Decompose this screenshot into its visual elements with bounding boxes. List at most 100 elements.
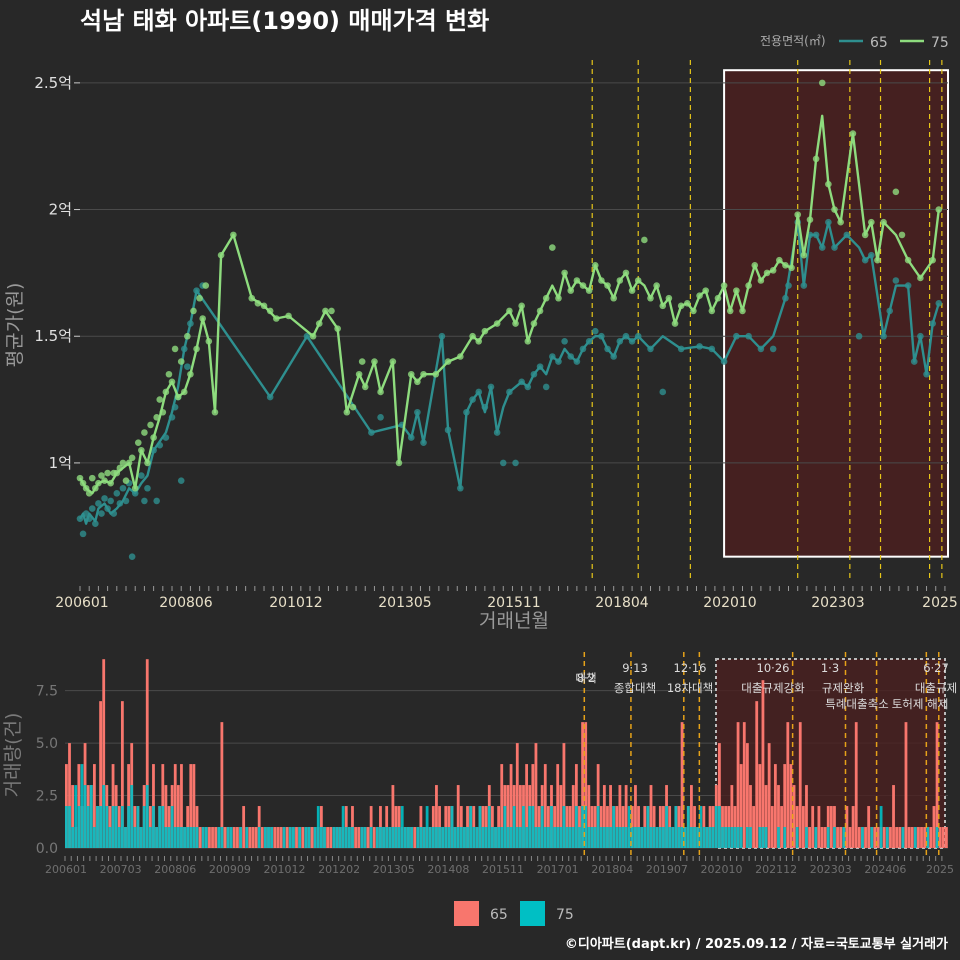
bar-75 — [531, 806, 535, 848]
legend-bar-label-65: 65 — [490, 907, 508, 923]
data-point-65 — [782, 294, 789, 302]
bar-65 — [882, 827, 886, 848]
data-point-65 — [104, 505, 111, 512]
bar-75 — [665, 806, 668, 848]
data-point-65 — [812, 231, 820, 239]
data-point-65 — [573, 358, 581, 365]
bar-65 — [618, 785, 622, 848]
bar-75 — [360, 827, 364, 848]
data-point-75 — [334, 325, 341, 332]
bar-75 — [652, 827, 656, 848]
bar-65 — [749, 785, 752, 848]
data-point-65 — [634, 332, 642, 340]
bar-75 — [714, 806, 718, 848]
bar-75 — [375, 827, 379, 848]
data-point-65 — [861, 256, 869, 264]
bar-75 — [148, 827, 152, 848]
data-point-75 — [196, 294, 203, 302]
bar-75 — [627, 806, 631, 848]
bar-65 — [180, 764, 183, 848]
data-point-75 — [134, 439, 142, 446]
data-point-65 — [892, 277, 900, 284]
bar-75 — [80, 764, 84, 848]
bar-65 — [214, 827, 218, 848]
data-point-75 — [79, 479, 87, 487]
bar-75 — [674, 806, 678, 848]
bar-75 — [749, 827, 752, 848]
bar-75 — [643, 827, 647, 848]
bar-75 — [164, 827, 168, 848]
bar-65 — [456, 785, 460, 848]
data-point-75 — [628, 287, 636, 294]
bar-75 — [484, 827, 488, 848]
data-point-75 — [343, 408, 351, 416]
bar-65 — [413, 827, 417, 848]
bar-65 — [904, 722, 908, 848]
data-point-75 — [116, 464, 124, 472]
data-point-65 — [542, 383, 550, 391]
bar-65 — [211, 827, 214, 848]
data-point-75 — [745, 282, 752, 289]
bar-65 — [556, 764, 560, 848]
bar-65 — [329, 827, 333, 848]
data-point-65 — [708, 345, 716, 353]
bar-65 — [198, 827, 202, 848]
x2-tick-label: 201202 — [318, 863, 360, 876]
bar-75 — [161, 806, 165, 848]
bar-65 — [310, 827, 314, 848]
data-point-65 — [886, 307, 894, 315]
bar-75 — [777, 827, 780, 848]
data-point-65 — [420, 439, 427, 446]
data-point-65 — [92, 520, 99, 528]
data-point-75 — [542, 294, 550, 302]
bar-75 — [562, 806, 566, 848]
bar-65 — [71, 785, 75, 848]
data-point-75 — [131, 484, 139, 492]
bar-75 — [913, 827, 917, 848]
bar-75 — [416, 827, 420, 848]
y2-tick-label: 5.0 — [36, 736, 58, 752]
data-point-65 — [138, 472, 145, 479]
bar-75 — [724, 827, 728, 848]
bar-75 — [581, 806, 584, 848]
bar-75 — [400, 806, 404, 848]
bar-75 — [618, 827, 622, 848]
bar-75 — [534, 827, 538, 848]
bar-75 — [795, 827, 799, 848]
x2-tick-label: 201804 — [591, 863, 633, 876]
bar-65 — [920, 827, 923, 848]
bar-75 — [264, 827, 267, 848]
bar-75 — [509, 827, 513, 848]
bar-75 — [438, 827, 441, 848]
bar-75 — [388, 827, 392, 848]
bar-75 — [606, 827, 609, 848]
bar-75 — [702, 827, 706, 848]
bar-75 — [217, 827, 221, 848]
bar-65 — [515, 743, 519, 848]
data-point-65 — [868, 251, 875, 259]
data-point-65 — [818, 244, 826, 251]
bar-75 — [422, 827, 426, 848]
data-point-75 — [726, 307, 734, 315]
data-point-75 — [714, 294, 722, 302]
bar-65 — [192, 764, 196, 848]
data-point-65 — [720, 358, 728, 365]
data-point-65 — [567, 353, 575, 360]
bar-75 — [630, 827, 634, 848]
bar-65 — [680, 722, 684, 848]
bar-75 — [814, 827, 818, 848]
bar-75 — [935, 827, 939, 848]
y2-tick-label: 2.5 — [36, 789, 58, 805]
bar-65 — [242, 806, 246, 848]
data-point-75 — [407, 370, 415, 378]
data-point-75 — [180, 388, 188, 396]
bar-75 — [677, 827, 681, 848]
data-point-75 — [929, 256, 936, 264]
bar-75 — [764, 827, 768, 848]
bar-75 — [578, 827, 581, 848]
data-point-65 — [88, 505, 96, 512]
data-point-75 — [677, 302, 685, 310]
bar-75 — [291, 827, 295, 848]
bar-75 — [546, 827, 550, 848]
x-tick-label: 202303 — [811, 595, 864, 611]
